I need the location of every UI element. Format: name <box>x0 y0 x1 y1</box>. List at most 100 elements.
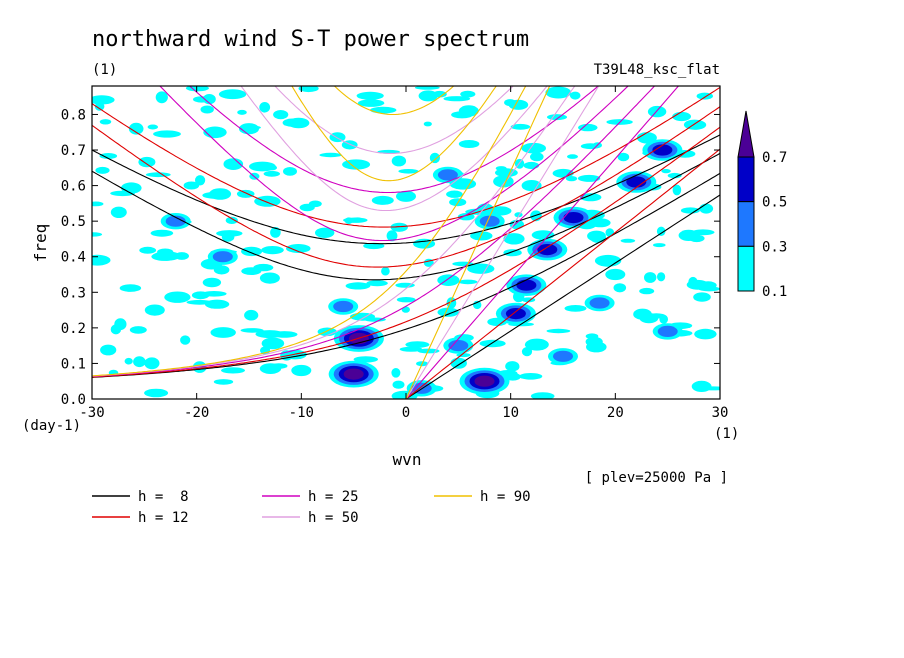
spectrum-speckle <box>210 327 236 338</box>
spectrum-speckle <box>186 299 213 305</box>
spectrum-speckle <box>569 91 581 100</box>
spectrum-peak <box>239 123 259 135</box>
spectrum-speckle <box>114 318 127 331</box>
colorbar-label: 0.3 <box>762 239 787 255</box>
spectrum-speckle <box>545 86 572 99</box>
spectrum-speckle <box>661 169 671 174</box>
spectrum-speckle <box>578 123 598 132</box>
spectrum-speckle <box>138 156 156 168</box>
spectrum-speckle <box>95 166 110 174</box>
spectrum-speckle <box>213 379 234 385</box>
legend-label: h = 50 <box>308 510 359 526</box>
colorbar-segment <box>737 156 755 203</box>
spectrum-speckle <box>396 297 416 303</box>
spectrum-speckle <box>460 90 476 98</box>
spectrum-speckle <box>218 89 247 100</box>
spectrum-speckle <box>647 105 667 118</box>
spectrum-speckle <box>450 357 467 369</box>
spectrum-peak <box>479 215 500 227</box>
spectrum-speckle <box>688 276 698 288</box>
spectrum-speckle <box>273 110 289 120</box>
spectrum-speckle <box>391 368 401 378</box>
spectrum-speckle <box>437 307 459 317</box>
kelvin-curve-h8 <box>405 194 720 399</box>
spectrum-speckle <box>221 231 235 242</box>
plev-annotation: [ plev=25000 Pa ] <box>585 470 728 486</box>
spectrum-speckle <box>352 217 363 222</box>
spectrum-speckle <box>193 96 211 103</box>
spectrum-speckle <box>589 232 606 243</box>
spectrum-peak <box>563 212 584 224</box>
spectrum-peak <box>165 215 186 227</box>
spectrum-speckle <box>458 140 480 148</box>
dispersion-curve-h8-mrg0 <box>92 172 720 378</box>
spectrum-speckle <box>432 90 447 98</box>
spectrum-speckle <box>202 277 222 288</box>
colorbar-label: 0.7 <box>762 150 787 166</box>
spectrum-peak <box>626 176 647 188</box>
spectrum-speckle <box>356 91 384 100</box>
y-unit-label: (day-1) <box>22 418 81 434</box>
x-tick-label: 30 <box>712 405 729 421</box>
spectrum-speckle <box>521 142 546 154</box>
spectrum-speckle <box>150 229 174 237</box>
spectrum-speckle <box>577 174 601 182</box>
spectrum-speckle <box>691 380 712 392</box>
spectrum-peak <box>678 229 699 241</box>
dispersion-curve-h12-mrg0 <box>92 126 720 378</box>
spectrum-speckle <box>405 341 430 348</box>
spectrum-speckle <box>317 327 337 337</box>
spectrum-speckle <box>145 172 171 178</box>
dispersion-curve-h8-ig1 <box>92 152 720 281</box>
spectrum-speckle <box>699 203 714 214</box>
spectrum-speckle <box>213 265 230 275</box>
spectrum-speckle <box>636 132 657 144</box>
y-tick-label: 0.3 <box>61 285 86 301</box>
spectrum-speckle <box>147 124 158 130</box>
spectrum-speckle <box>237 109 247 115</box>
spectrum-speckle <box>244 309 259 321</box>
spectrum-speckle <box>124 357 133 365</box>
spectrum-speckle <box>521 347 533 357</box>
y-tick-label: 0.0 <box>61 392 86 408</box>
spectrum-speckle <box>594 254 622 267</box>
spectrum-speckle <box>586 341 607 353</box>
spectrum-speckle <box>523 161 540 170</box>
spectrum-peak <box>291 364 312 377</box>
spectrum-speckle <box>287 117 310 129</box>
dispersion-curve-h25-mrg0 <box>92 86 656 378</box>
spectrum-speckle <box>92 95 115 105</box>
dispersion-curve-h12-ig1 <box>92 106 720 268</box>
spectrum-speckle <box>694 328 717 340</box>
spectrum-speckle <box>398 169 419 174</box>
dispersion-curve-h90-ig1 <box>291 86 497 182</box>
spectrum-speckle <box>525 338 549 351</box>
spectrum-speckle <box>315 227 335 238</box>
spectrum-speckle <box>564 305 587 312</box>
spectrum-speckle <box>99 119 112 125</box>
y-tick-label: 0.8 <box>61 107 86 123</box>
spectrum-speckle <box>155 91 168 104</box>
spectrum-speckle <box>699 281 717 290</box>
spectrum-speckle <box>391 155 407 167</box>
spectrum-speckle <box>241 246 263 257</box>
spectrum-speckle <box>261 246 284 255</box>
spectrum-speckle <box>530 392 555 399</box>
spectrum-speckle <box>519 373 543 380</box>
spectrum-speckle <box>639 287 655 295</box>
spectrum-speckle <box>144 357 160 370</box>
spectrum-speckle <box>504 99 517 107</box>
spectrum-speckle <box>364 317 386 322</box>
dispersion-curve-h12-ig2 <box>92 86 720 228</box>
spectrum-speckle <box>363 242 385 250</box>
spectrum-speckle <box>133 356 146 368</box>
spectrum-speckle <box>225 216 238 224</box>
spectrum-speckle <box>429 152 440 164</box>
spectrum-speckle <box>353 356 378 363</box>
spectrum-peak <box>589 297 610 309</box>
spectrum-speckle <box>270 363 288 369</box>
spectrum-speckle <box>423 121 432 127</box>
spectrum-speckle <box>236 189 255 198</box>
spectrum-speckle <box>299 203 315 212</box>
y-tick-label: 0.6 <box>61 179 86 195</box>
